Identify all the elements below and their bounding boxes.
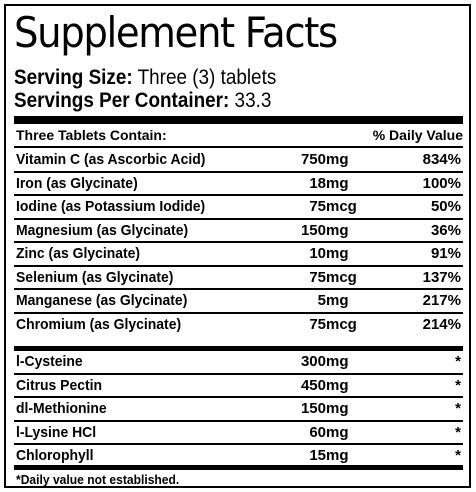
table-header: Three Tablets Contain: % Daily Value [14, 126, 463, 144]
thick-divider [14, 346, 463, 351]
ingredient-amount: 75 [309, 198, 326, 215]
daily-value: 834% [422, 151, 461, 168]
ingredient-row: Chlorophyll 15 mg * [14, 445, 463, 469]
daily-value: * [455, 447, 461, 464]
ingredient-unit: mg [326, 221, 349, 239]
ingredient-amount: 60 [309, 423, 326, 441]
ingredient-amount: 750 [300, 151, 326, 168]
daily-value: * [455, 400, 461, 417]
ingredient-unit: mcg [326, 315, 357, 333]
ingredient-amount: 15 [309, 447, 326, 464]
ingredient-amount: 18 [309, 174, 326, 192]
ingredient-amount: 150 [300, 221, 326, 239]
ingredient-name: Selenium (as Glycinate) [16, 268, 174, 286]
header-divider [14, 146, 463, 148]
daily-value-header: % Daily Value [372, 127, 463, 143]
ingredient-unit: mg [326, 376, 349, 394]
ingredient-unit: mg [326, 174, 349, 192]
ingredient-row: Vitamin C (as Ascorbic Acid) 750 mg 834% [14, 149, 463, 173]
ingredient-unit: mg [326, 400, 349, 417]
ingredient-name: dl-Methionine [16, 400, 107, 417]
ingredient-amount: 300 [300, 353, 326, 370]
serving-size-value: Three (3) tablets [132, 66, 277, 89]
serving-size: Serving Size: Three (3) tablets [14, 66, 276, 89]
ingredient-unit: mcg [326, 198, 357, 215]
ingredient-name: Iodine (as Potassium Iodide) [16, 198, 206, 215]
daily-value: 50% [430, 198, 461, 215]
ingredient-unit: mg [326, 423, 349, 441]
daily-value: 214% [422, 315, 461, 333]
ingredient-row: Chromium (as Glycinate) 75 mcg 214% [14, 314, 463, 338]
servings-per-container-label: Servings Per Container: [14, 89, 230, 112]
other-ingredient-list: l-Cysteine 300 mg * Citrus Pectin 450 mg * dl-Me… [14, 351, 463, 469]
ingredient-amount: 450 [300, 376, 326, 394]
servings-per-container-value: 33.3 [229, 89, 272, 112]
ingredient-row: Selenium (as Glycinate) 75 mcg 137% [14, 267, 463, 290]
ingredient-row: Zinc (as Glycinate) 10 mg 91% [14, 243, 463, 267]
ingredient-row: Iron (as Glycinate) 18 mg 100% [14, 173, 463, 196]
ingredient-amount: 5 [317, 292, 326, 309]
serving-size-label: Serving Size: [14, 66, 133, 89]
ingredient-amount: 150 [300, 400, 326, 417]
ingredient-row: Manganese (as Glycinate) 5 mg 217% [14, 290, 463, 314]
ingredient-row: Iodine (as Potassium Iodide) 75 mcg 50% [14, 196, 463, 220]
ingredient-name: Iron (as Glycinate) [16, 174, 138, 192]
ingredient-row: Citrus Pectin 450 mg * [14, 375, 463, 398]
daily-value: * [455, 376, 461, 394]
ingredient-amount: 10 [309, 245, 326, 262]
daily-value: * [455, 423, 461, 441]
supplement-facts-panel: Supplement Facts Serving Size: Three (3)… [4, 4, 471, 488]
ingredient-unit: mg [326, 447, 349, 464]
thick-divider [14, 465, 463, 470]
ingredient-name: l-Lysine HCl [16, 423, 97, 441]
ingredient-name: l-Cysteine [16, 353, 83, 370]
ingredient-name: Manganese (as Glycinate) [16, 292, 188, 309]
ingredient-name: Chromium (as Glycinate) [16, 315, 182, 333]
ingredient-amount: 75 [309, 315, 326, 333]
ingredient-unit: mg [326, 292, 349, 309]
amount-header: Three Tablets Contain: [16, 127, 167, 143]
ingredient-row: Magnesium (as Glycinate) 150 mg 36% [14, 220, 463, 243]
ingredient-unit: mg [326, 353, 349, 370]
ingredient-unit: mg [326, 151, 349, 168]
daily-value: * [455, 353, 461, 370]
daily-value: 217% [422, 292, 461, 309]
ingredient-row: dl-Methionine 150 mg * [14, 398, 463, 422]
ingredient-row: l-Lysine HCl 60 mg * [14, 422, 463, 445]
ingredient-amount: 75 [309, 268, 326, 286]
daily-value: 91% [430, 245, 461, 262]
nutrient-list: Vitamin C (as Ascorbic Acid) 750 mg 834% Iro… [14, 149, 463, 337]
ingredient-unit: mcg [326, 268, 357, 286]
ingredient-name: Zinc (as Glycinate) [16, 245, 141, 262]
daily-value: 36% [430, 221, 461, 239]
thick-divider [14, 116, 463, 124]
ingredient-row: l-Cysteine 300 mg * [14, 351, 463, 375]
ingredient-name: Magnesium (as Glycinate) [16, 221, 189, 239]
ingredient-unit: mg [326, 245, 349, 262]
panel-title: Supplement Facts [14, 8, 338, 57]
ingredient-name: Vitamin C (as Ascorbic Acid) [16, 151, 206, 168]
daily-value: 100% [422, 174, 461, 192]
daily-value: 137% [422, 268, 461, 286]
footnote: *Daily value not established. [16, 472, 180, 487]
ingredient-name: Chlorophyll [16, 447, 94, 464]
servings-per-container: Servings Per Container: 33.3 [14, 89, 271, 112]
ingredient-name: Citrus Pectin [16, 376, 103, 394]
